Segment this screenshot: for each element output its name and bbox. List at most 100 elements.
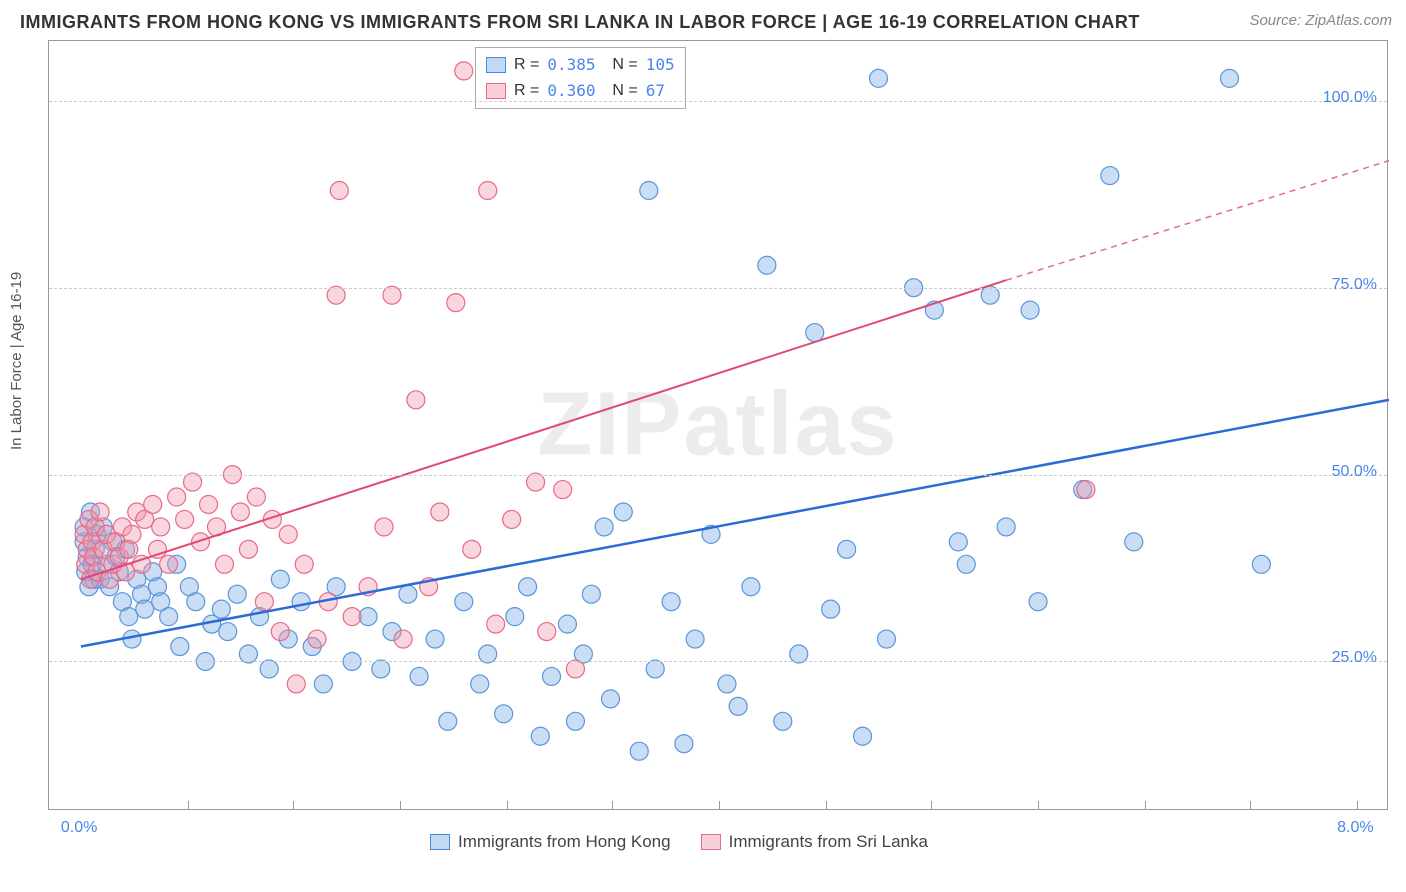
x-tick-mark: [293, 801, 294, 809]
scatter-point: [566, 660, 584, 678]
scatter-point: [822, 600, 840, 618]
scatter-point: [187, 593, 205, 611]
y-tick-label: 50.0%: [1332, 463, 1377, 481]
scatter-point: [359, 608, 377, 626]
scatter-point: [878, 630, 896, 648]
scatter-point: [1021, 301, 1039, 319]
scatter-point: [287, 675, 305, 693]
scatter-point: [239, 540, 257, 558]
scatter-point: [1077, 481, 1095, 499]
legend: Immigrants from Hong Kong Immigrants fro…: [430, 832, 928, 852]
x-tick-mark: [1357, 801, 1358, 809]
scatter-point: [997, 518, 1015, 536]
scatter-point: [399, 585, 417, 603]
scatter-point: [279, 525, 297, 543]
scatter-point: [479, 182, 497, 200]
scatter-point: [219, 623, 237, 641]
scatter-point: [614, 503, 632, 521]
gridline: [49, 288, 1387, 289]
scatter-point: [212, 600, 230, 618]
scatter-point: [519, 578, 537, 596]
scatter-point: [327, 286, 345, 304]
scatter-point: [531, 727, 549, 745]
scatter-point: [806, 324, 824, 342]
legend-label-1: Immigrants from Hong Kong: [458, 832, 671, 852]
scatter-point: [271, 570, 289, 588]
scatter-point: [602, 690, 620, 708]
x-tick-mark: [1250, 801, 1251, 809]
scatter-point: [431, 503, 449, 521]
gridline: [49, 475, 1387, 476]
scatter-point: [215, 555, 233, 573]
scatter-point: [255, 593, 273, 611]
scatter-point: [686, 630, 704, 648]
y-tick-label: 75.0%: [1332, 276, 1377, 294]
x-tick-mark: [612, 801, 613, 809]
gridline: [49, 101, 1387, 102]
scatter-point: [1252, 555, 1270, 573]
chart-svg: [49, 41, 1389, 811]
scatter-point: [228, 585, 246, 603]
scatter-point: [160, 608, 178, 626]
scatter-point: [455, 62, 473, 80]
swatch-blue-icon: [430, 834, 450, 850]
scatter-point: [870, 69, 888, 87]
scatter-point: [1101, 167, 1119, 185]
scatter-point: [718, 675, 736, 693]
x-tick-mark: [188, 801, 189, 809]
scatter-point: [957, 555, 975, 573]
scatter-point: [426, 630, 444, 648]
scatter-point: [91, 503, 109, 521]
y-tick-label: 25.0%: [1332, 649, 1377, 667]
x-tick-mark: [400, 801, 401, 809]
x-tick-label: 0.0%: [61, 819, 97, 837]
scatter-point: [949, 533, 967, 551]
legend-item-2: Immigrants from Sri Lanka: [701, 832, 928, 852]
x-tick-mark: [1145, 801, 1146, 809]
scatter-point: [407, 391, 425, 409]
scatter-point: [640, 182, 658, 200]
scatter-point: [487, 615, 505, 633]
scatter-point: [314, 675, 332, 693]
scatter-point: [527, 473, 545, 491]
trend-line: [81, 280, 1006, 579]
scatter-point: [729, 697, 747, 715]
scatter-point: [1220, 69, 1238, 87]
plot-area: ZIPatlas R = 0.385 N = 105 R = 0.360 N =…: [48, 40, 1388, 810]
scatter-point: [271, 623, 289, 641]
x-tick-mark: [1038, 801, 1039, 809]
scatter-point: [120, 608, 138, 626]
scatter-point: [854, 727, 872, 745]
scatter-point: [646, 660, 664, 678]
scatter-point: [231, 503, 249, 521]
scatter-point: [543, 667, 561, 685]
source-label: Source: ZipAtlas.com: [1249, 12, 1392, 29]
scatter-point: [479, 645, 497, 663]
scatter-point: [774, 712, 792, 730]
chart-title: IMMIGRANTS FROM HONG KONG VS IMMIGRANTS …: [20, 12, 1140, 33]
x-tick-mark: [507, 801, 508, 809]
scatter-point: [675, 735, 693, 753]
scatter-point: [558, 615, 576, 633]
x-tick-mark: [931, 801, 932, 809]
scatter-point: [239, 645, 257, 663]
scatter-point: [136, 600, 154, 618]
scatter-point: [410, 667, 428, 685]
legend-item-1: Immigrants from Hong Kong: [430, 832, 671, 852]
legend-label-2: Immigrants from Sri Lanka: [729, 832, 928, 852]
scatter-point: [538, 623, 556, 641]
y-tick-label: 100.0%: [1323, 89, 1377, 107]
scatter-point: [566, 712, 584, 730]
scatter-point: [394, 630, 412, 648]
scatter-point: [471, 675, 489, 693]
scatter-point: [439, 712, 457, 730]
scatter-point: [383, 286, 401, 304]
scatter-point: [375, 518, 393, 536]
scatter-point: [582, 585, 600, 603]
swatch-pink-icon: [701, 834, 721, 850]
scatter-point: [152, 518, 170, 536]
scatter-point: [1029, 593, 1047, 611]
trend-line-ext: [1006, 161, 1389, 281]
scatter-point: [171, 638, 189, 656]
scatter-point: [330, 182, 348, 200]
